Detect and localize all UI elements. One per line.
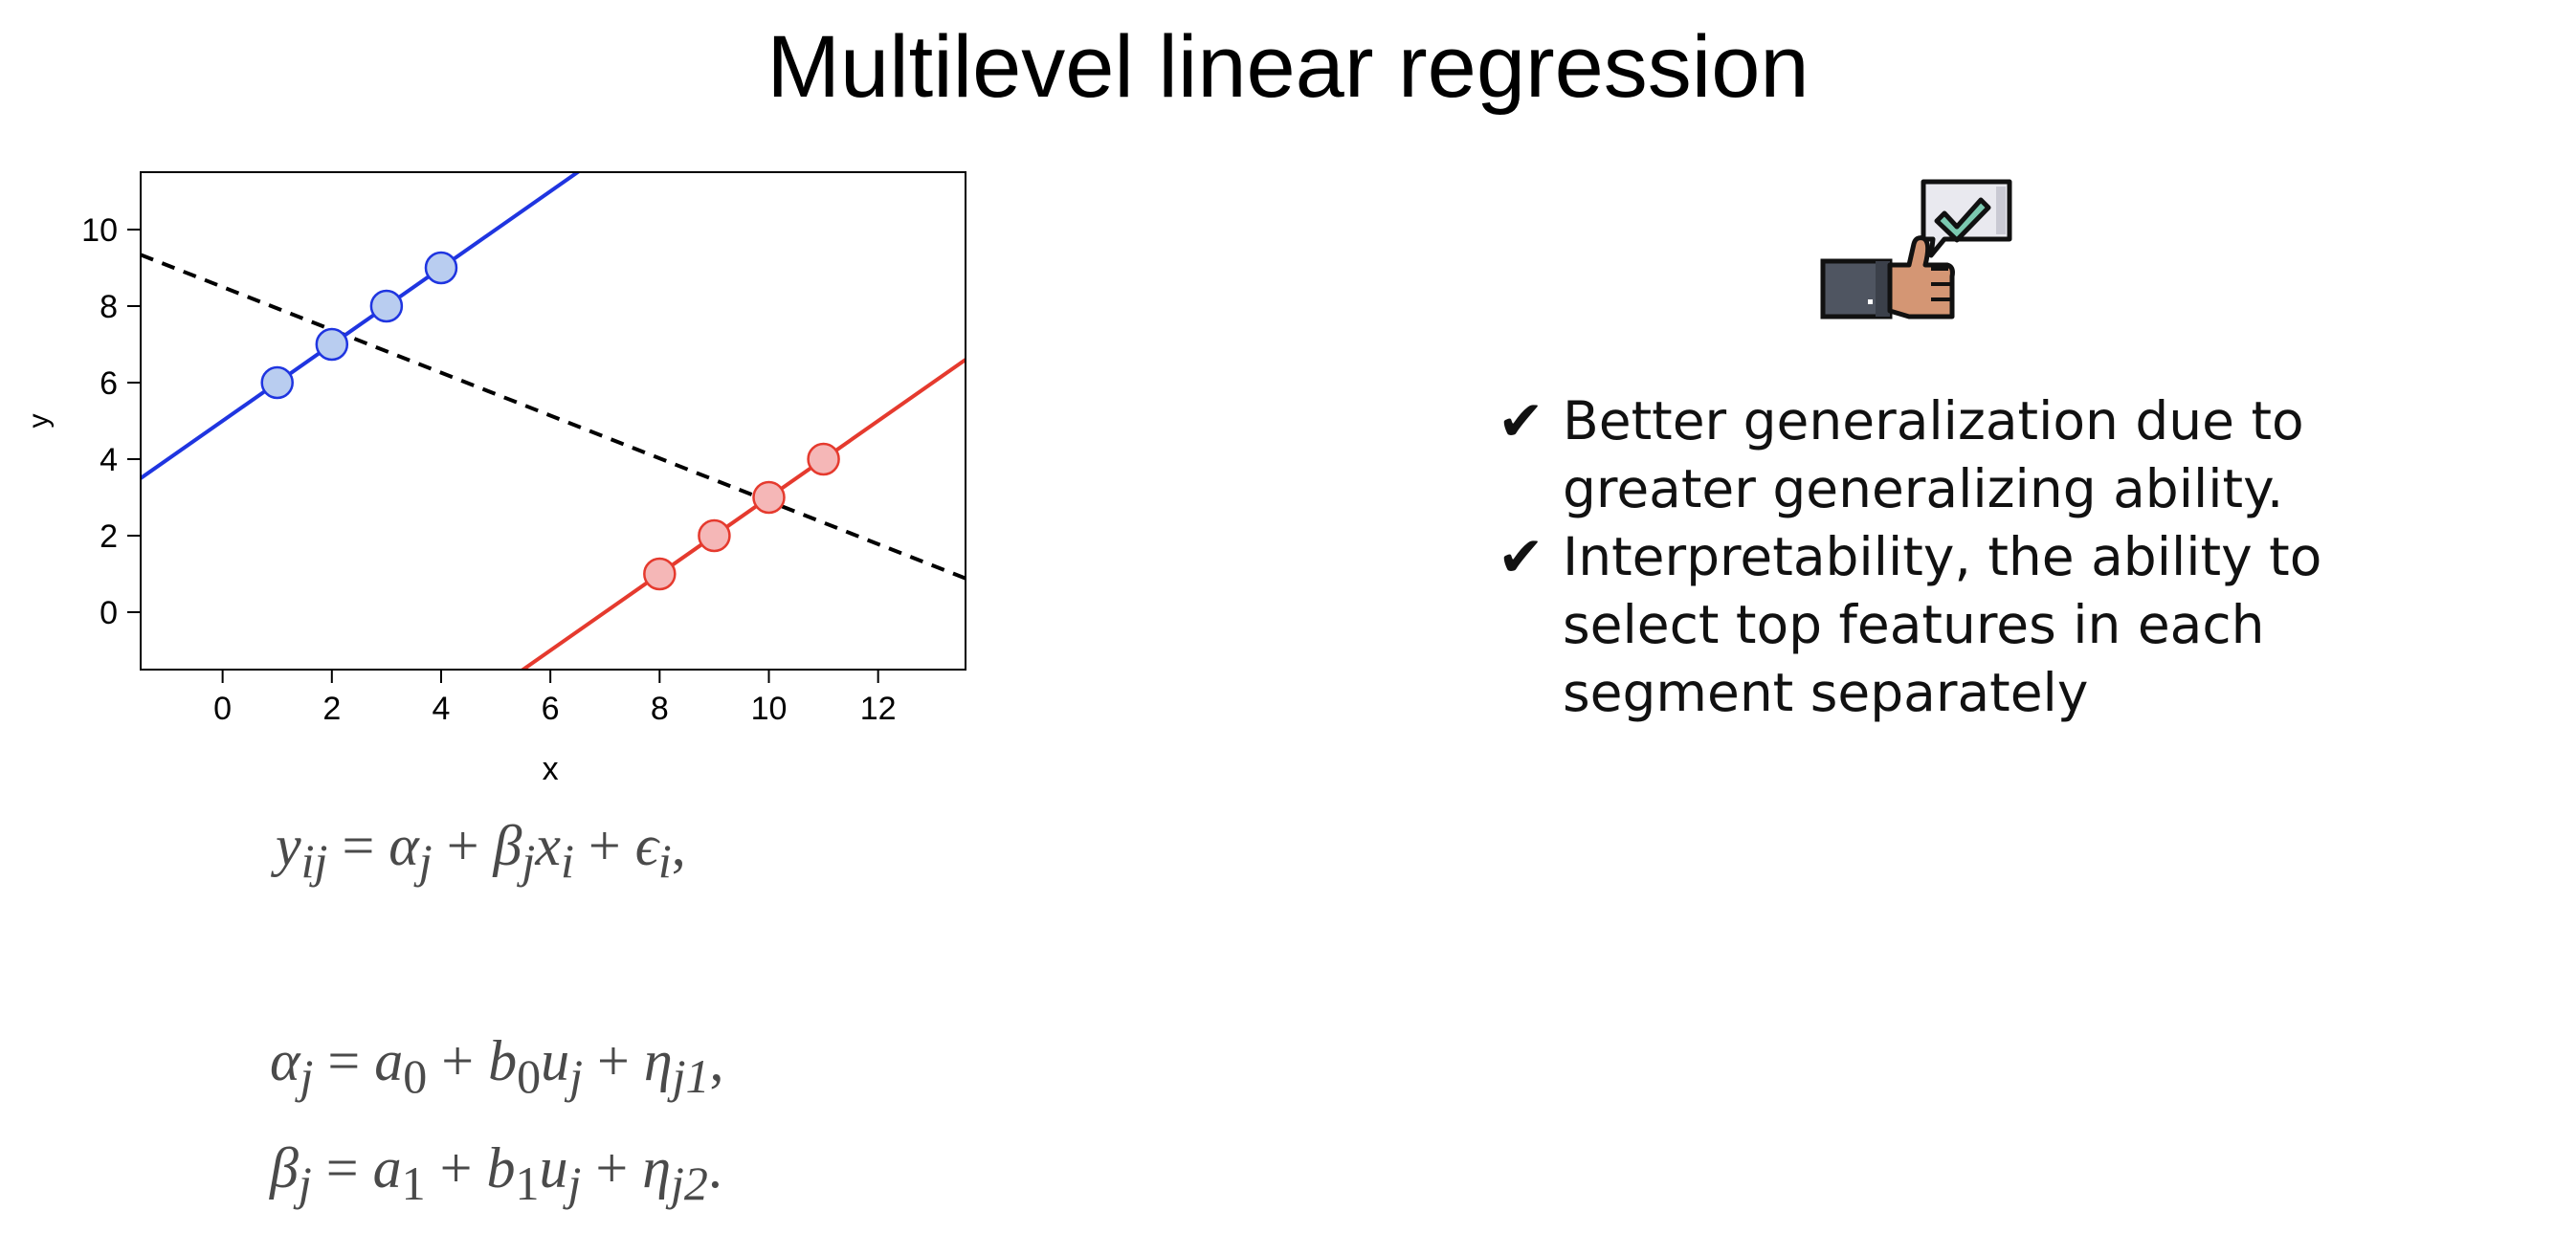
y-tick-label: 6: [100, 365, 118, 402]
list-item: ✔ Interpretability, the ability to selec…: [1498, 523, 2454, 727]
y-tick-label: 4: [100, 442, 118, 478]
checkmark-icon: ✔: [1498, 524, 1544, 589]
series-1-point: [260, 365, 294, 400]
plot-frame: [140, 171, 966, 671]
pooled-fit-line: [141, 253, 966, 581]
series-2-point: [752, 480, 786, 515]
series-2-point: [698, 518, 731, 553]
x-tick-label: 0: [213, 691, 232, 727]
y-tick-label: 8: [100, 289, 118, 325]
y-tick-label: 2: [100, 518, 118, 555]
x-tick-label: 12: [860, 691, 897, 727]
equation-slope-level2: βj = a1 + b1uj + ηj2.: [270, 1136, 722, 1210]
scatter-chart: 0 2 4 6 8 10 12 x 0 2 4 6 8 10 y: [23, 171, 966, 787]
x-axis-label: x: [543, 751, 559, 787]
list-item: ✔ Better generalization due to greater g…: [1498, 387, 2454, 523]
series-1-point: [424, 251, 458, 285]
y-tick-label: 0: [100, 595, 118, 631]
benefits-list: ✔ Better generalization due to greater g…: [1498, 387, 2454, 727]
equation-level1: yij = αj + βjxi + ϵi,: [276, 814, 686, 888]
bullet-text: Interpretability, the ability to select …: [1563, 526, 2322, 723]
series-1-fit-line: [141, 172, 582, 480]
x-tick-label: 10: [751, 691, 788, 727]
x-tick-label: 8: [651, 691, 669, 727]
series-2-fit-line: [520, 358, 966, 670]
y-axis-label: y: [23, 414, 55, 429]
series-2-point: [643, 557, 677, 591]
x-tick-label: 2: [322, 691, 341, 727]
series-1-point: [315, 327, 349, 362]
x-tick-label: 4: [433, 691, 451, 727]
equation-intercept-level2: αj = a0 + b0uj + ηj1,: [270, 1029, 724, 1103]
slide-title: Multilevel linear regression: [766, 18, 1810, 116]
bullet-text: Better generalization due to greater gen…: [1563, 390, 2304, 519]
y-tick-label: 10: [81, 212, 118, 249]
x-tick-label: 6: [542, 691, 560, 727]
checkmark-icon: ✔: [1498, 388, 1544, 453]
series-1-point: [369, 289, 404, 323]
series-2-point: [807, 442, 840, 476]
thumbs-up-approval-icon: [1818, 177, 2019, 320]
